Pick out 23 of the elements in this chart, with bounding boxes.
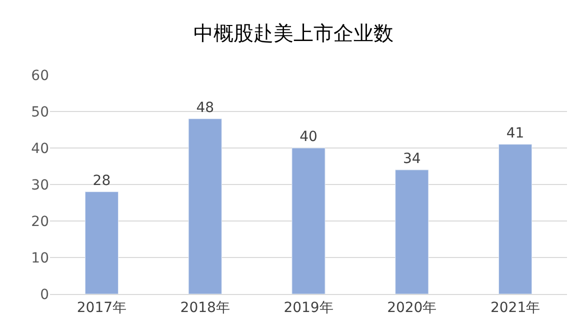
y-tick-label: 10 xyxy=(31,250,49,266)
x-tick-label: 2018年 xyxy=(180,300,230,316)
data-label: 40 xyxy=(300,129,318,145)
y-tick-label: 40 xyxy=(31,140,49,157)
y-tick-label: 30 xyxy=(31,177,49,194)
data-label: 28 xyxy=(92,172,111,189)
bar xyxy=(84,192,118,294)
chart-title: 中概股赴美上市企业数 xyxy=(194,20,394,45)
y-tick-label: 0 xyxy=(40,286,49,303)
y-tick-label: 20 xyxy=(31,214,49,230)
bar xyxy=(188,118,222,294)
bar xyxy=(395,170,429,294)
x-tick-label: 2017年 xyxy=(76,300,127,316)
x-tick-label: 2021年 xyxy=(490,300,540,316)
y-tick-label: 50 xyxy=(31,104,49,120)
y-tick-label: 60 xyxy=(31,68,49,84)
data-label: 34 xyxy=(402,150,421,167)
bar xyxy=(498,144,532,294)
x-tick-label: 2020年 xyxy=(387,300,437,316)
x-tick-label: 2019年 xyxy=(284,300,334,316)
bar xyxy=(292,148,326,294)
data-label: 41 xyxy=(506,125,524,142)
data-label: 48 xyxy=(196,100,214,116)
